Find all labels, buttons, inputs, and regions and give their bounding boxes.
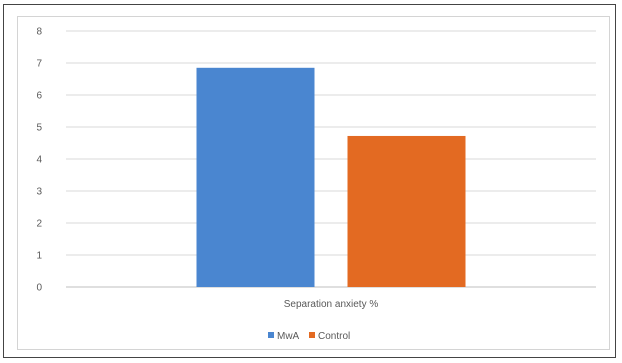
- category-label: Separation anxiety %: [284, 299, 379, 310]
- y-tick-label: 1: [36, 251, 42, 262]
- y-tick-label: 5: [36, 123, 42, 134]
- y-axis-ticks: 0 1 2 3 4 5 6 7 8: [36, 27, 42, 294]
- legend: MwA Control: [268, 331, 350, 342]
- legend-label-mwa: MwA: [277, 331, 300, 342]
- gridlines: [66, 30, 596, 288]
- bar-mwa: [196, 67, 315, 287]
- page-border: [3, 4, 616, 358]
- legend-label-control: Control: [318, 331, 350, 342]
- y-tick-label: 0: [36, 283, 42, 294]
- y-tick-label: 3: [36, 187, 42, 198]
- y-tick-label: 7: [36, 59, 42, 70]
- y-tick-label: 8: [36, 27, 42, 38]
- legend-swatch-mwa: [268, 332, 274, 338]
- bars: [196, 67, 466, 287]
- bar-control: [347, 135, 466, 287]
- legend-swatch-control: [309, 332, 315, 338]
- y-tick-label: 2: [36, 219, 42, 230]
- y-tick-label: 4: [36, 155, 42, 166]
- y-tick-label: 6: [36, 91, 42, 102]
